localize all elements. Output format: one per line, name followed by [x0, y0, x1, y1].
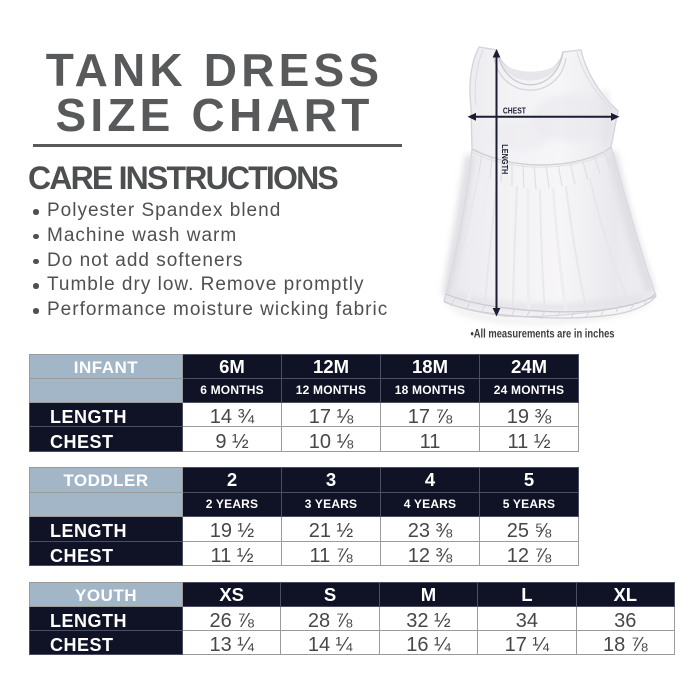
svg-text:CHEST: CHEST [503, 105, 527, 115]
svg-text:•All measurements are in inche: •All measurements are in inches [471, 327, 615, 341]
svg-text:LENGTH: LENGTH [500, 144, 510, 174]
